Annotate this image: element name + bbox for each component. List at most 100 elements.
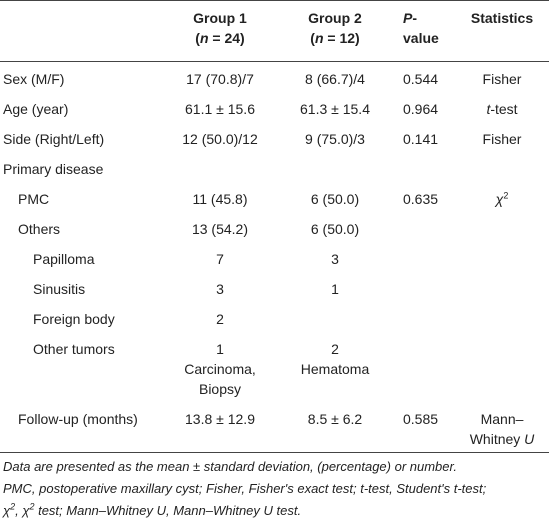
text-line: Age (year): [3, 99, 165, 119]
text-segment: Group 1: [193, 10, 247, 26]
table-cell: χ2: [455, 182, 549, 212]
text-line: 0.964: [403, 99, 455, 119]
table-row: Sinusitis 3 1: [0, 272, 549, 302]
table-cell: 2 Hematoma: [275, 332, 395, 402]
table-cell: 7: [165, 242, 275, 272]
text-segment: 6 (50.0): [310, 191, 360, 207]
text-line: t-test: [455, 99, 549, 119]
table-cell: 2: [165, 302, 275, 332]
table-cell: 8.5 ± 6.2: [275, 402, 395, 453]
text-segment: 2: [216, 311, 224, 327]
table-cell: [395, 302, 455, 332]
table-cell: 13 (54.2): [165, 212, 275, 242]
text-line: χ2: [455, 189, 549, 209]
text-line: value: [403, 28, 455, 48]
table-cell: 12 (50.0)/12: [165, 122, 275, 152]
text-line: 0.635: [403, 189, 455, 209]
text-segment: 9 (75.0)/3: [305, 131, 365, 147]
text-line: 8 (66.7)/4: [275, 69, 395, 89]
text-segment: Papilloma: [33, 251, 95, 267]
table-cell: Fisher: [455, 62, 549, 93]
table-cell: [395, 332, 455, 402]
table-cell: 3: [165, 272, 275, 302]
text-line: Carcinoma,: [165, 359, 275, 379]
table-cell: [275, 152, 395, 182]
text-line: (n = 24): [165, 28, 275, 48]
text-segment: 0.585: [403, 411, 439, 427]
table-cell: 61.1 ± 15.6: [165, 92, 275, 122]
text-segment: Group 2: [308, 10, 362, 26]
text-segment: P: [403, 10, 413, 26]
text-line: 1: [275, 279, 395, 299]
text-segment: 3: [216, 281, 224, 297]
text-segment: Biopsy: [198, 381, 242, 397]
table-cell: Foreign body: [0, 302, 165, 332]
text-line: Mann–: [455, 409, 549, 429]
text-segment: 6 (50.0): [310, 221, 360, 237]
text-segment: Follow-up (months): [18, 411, 138, 427]
text-segment: 13 (54.2): [191, 221, 249, 237]
table-cell: [455, 272, 549, 302]
text-segment: 1: [216, 341, 224, 357]
text-segment: Mann–: [480, 411, 524, 427]
text-line: Biopsy: [165, 379, 275, 399]
text-line: 3: [165, 279, 275, 299]
text-segment: Age (year): [3, 101, 69, 117]
text-line: 0.141: [403, 129, 455, 149]
text-line: 7: [165, 249, 275, 269]
data-table: Group 1 (n = 24) Group 2 (n = 12) P-value Sta…: [0, 0, 549, 453]
text-segment: Primary disease: [3, 161, 104, 177]
text-segment: 8 (66.7)/4: [305, 71, 365, 87]
table-cell: Group 1 (n = 24): [165, 1, 275, 62]
text-segment: Hematoma: [300, 361, 370, 377]
text-line: 1: [165, 339, 275, 359]
table-cell: Others: [0, 212, 165, 242]
text-segment: n: [314, 30, 324, 46]
text-line: 61.3 ± 15.4: [275, 99, 395, 119]
table-cell: t-test: [455, 92, 549, 122]
table-cell: 61.3 ± 15.4: [275, 92, 395, 122]
text-line: 11 (45.8): [165, 189, 275, 209]
table-cell: 11 (45.8): [165, 182, 275, 212]
text-segment: Others: [18, 221, 61, 237]
table-cell: 0.964: [395, 92, 455, 122]
table-cell: Side (Right/Left): [0, 122, 165, 152]
text-segment: 61.3 ± 15.4: [300, 101, 370, 117]
text-segment: Whitney: [469, 431, 525, 447]
table-row: Primary disease: [0, 152, 549, 182]
text-line: 3: [275, 249, 395, 269]
table-cell: [0, 1, 165, 62]
text-line: Other tumors: [33, 339, 165, 359]
text-segment: 1: [331, 281, 339, 297]
table-cell: Age (year): [0, 92, 165, 122]
header-row: Group 1 (n = 24) Group 2 (n = 12) P-value Sta…: [0, 1, 549, 62]
text-segment: n: [199, 30, 209, 46]
text-segment: (: [195, 30, 200, 46]
text-segment: Sinusitis: [33, 281, 86, 297]
text-segment: 13.8 ± 12.9: [185, 411, 255, 427]
text-segment: Fisher: [482, 131, 522, 147]
table-row: Follow-up (months) 13.8 ± 12.9 8.5 ± 6.2 0.…: [0, 402, 549, 453]
text-segment: 0.141: [403, 131, 439, 147]
text-segment: value: [403, 30, 439, 46]
table-cell: Sinusitis: [0, 272, 165, 302]
text-line: Sinusitis: [33, 279, 165, 299]
text-line: 13 (54.2): [165, 219, 275, 239]
table-cell: Papilloma: [0, 242, 165, 272]
text-line: Side (Right/Left): [3, 129, 165, 149]
table-cell: PMC: [0, 182, 165, 212]
table-cell: [395, 212, 455, 242]
text-segment: -test: [490, 101, 518, 117]
table-cell: Follow-up (months): [0, 402, 165, 453]
table-cell: [395, 242, 455, 272]
text-segment: Fisher: [482, 71, 522, 87]
table-cell: [395, 152, 455, 182]
text-line: χ2, χ2 test; Mann–Whitney U, Mann–Whitne…: [3, 500, 549, 522]
text-line: Foreign body: [33, 309, 165, 329]
table-cell: 0.635: [395, 182, 455, 212]
table-cell: 0.585: [395, 402, 455, 453]
table-cell: Primary disease: [0, 152, 165, 182]
table-row: Papilloma 7 3: [0, 242, 549, 272]
table-cell: Statistics: [455, 1, 549, 62]
